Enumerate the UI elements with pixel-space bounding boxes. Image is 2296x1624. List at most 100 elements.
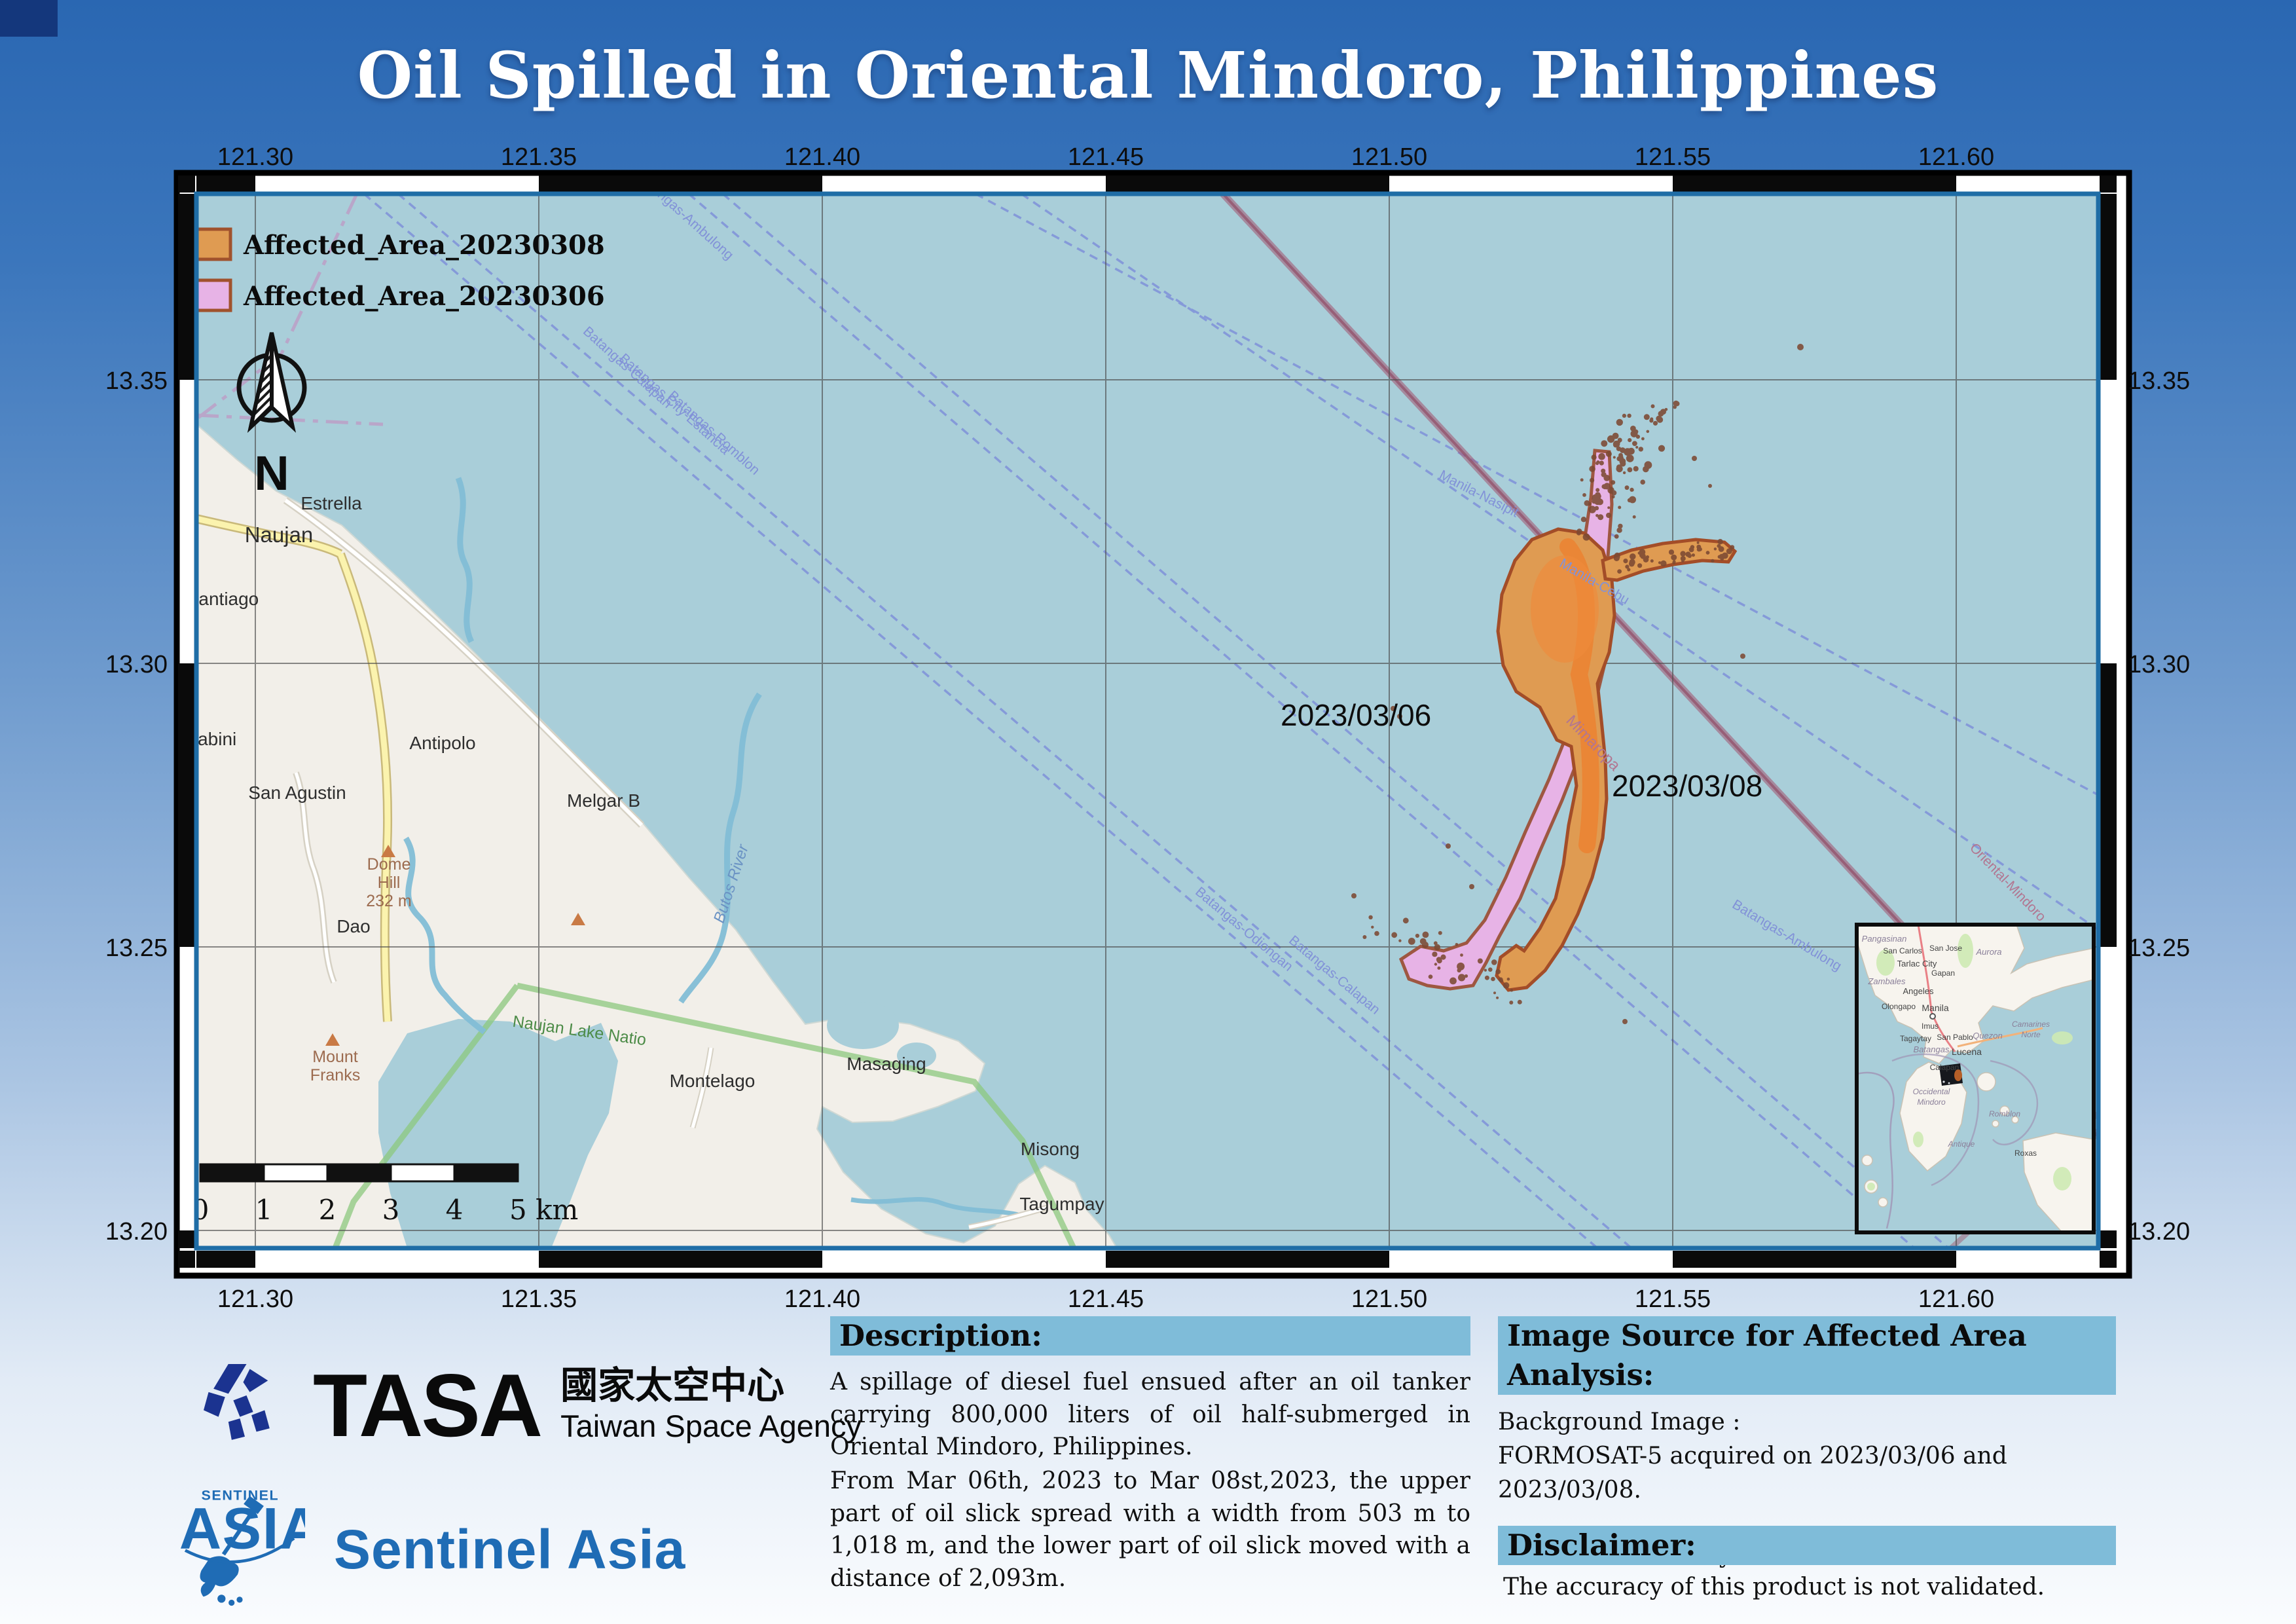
image-source-block: Image Source for Affected Area Analysis:… [1498, 1316, 2116, 1572]
map-label: Quezon [1973, 1031, 2003, 1041]
map-label: Dome [367, 855, 411, 874]
axis-tick-label: 13.35 [105, 367, 168, 395]
manila-marker [1929, 1013, 1936, 1020]
scale-bar: 0 1 2 3 4 5 km [192, 1163, 578, 1226]
map-label: Antique [1948, 1139, 1975, 1149]
map-label: Batangas [1914, 1044, 1950, 1054]
scale-tick: 0 [192, 1194, 210, 1226]
axis-tick-label: 13.30 [2128, 651, 2190, 678]
corner-mark [0, 0, 58, 37]
map-label: San Pablo [1937, 1033, 1973, 1042]
map-label: Imus [1922, 1022, 1939, 1031]
map-label: Roxas [2014, 1149, 2037, 1158]
map-label: Tarlac City [1897, 959, 1937, 969]
page-title: Oil Spilled in Oriental Mindoro, Philipp… [357, 38, 1939, 113]
legend-item: Affected_Area_20230308 [196, 227, 605, 261]
oil-speckles [1351, 344, 1804, 1024]
axis-tick-label: 13.20 [105, 1218, 168, 1246]
map-label: Camarines [2012, 1020, 2050, 1029]
legend-label: Affected_Area_20230306 [243, 281, 605, 312]
image-source-line: Background Image : [1498, 1409, 1741, 1435]
description-paragraph-1: A spillage of diesel fuel ensued after a… [830, 1369, 1470, 1461]
image-source-heading: Image Source for Affected Area Analysis: [1498, 1316, 2116, 1395]
peak-icons [325, 845, 585, 1046]
axis-tick-label: 13.20 [2128, 1218, 2190, 1246]
map-label: Tagumpay [1019, 1194, 1104, 1214]
map-label: Dao [337, 916, 370, 936]
legend-item: Affected_Area_20230306 [196, 278, 605, 312]
legend: Affected_Area_20230308 Affected_Area_2023… [196, 227, 605, 312]
map-label: 2023/03/06 [1281, 698, 1431, 732]
map-label: San Jose [1929, 944, 1962, 953]
map-label: Aurora [1975, 947, 2001, 957]
map-label: Gapan [1931, 969, 1955, 978]
axis-tick-label: 121.30 [217, 143, 293, 171]
pond [897, 1043, 936, 1069]
map-label: Tagaytay [1900, 1034, 1931, 1043]
north-arrow: N [236, 332, 307, 500]
spill-date-labels: 2023/03/06 2023/03/08 [1281, 698, 1762, 803]
map-label: Montelago [670, 1071, 756, 1091]
map-label: Pangasinan [1862, 934, 1907, 944]
graticule [196, 194, 2098, 1248]
naujan-lake [378, 1019, 618, 1248]
map-label: Mount [312, 1048, 358, 1066]
axis-tick-label: 121.60 [1918, 143, 1994, 171]
legend-label: Affected_Area_20230308 [243, 230, 605, 261]
scale-tick: 3 [382, 1194, 400, 1226]
axis-tick-label: 121.55 [1635, 1285, 1711, 1313]
map-label: Lucena [1952, 1046, 1982, 1057]
description-heading: Description: [830, 1316, 1470, 1356]
axis-tick-labels: 121.30 121.30 121.35 121.35 121.40 121.40 121.… [105, 143, 2190, 1313]
disclaimer-heading: Disclaimer: [1498, 1526, 2116, 1565]
description-paragraph-2: From Mar 06th, 2023 to Mar 08st,2023, th… [830, 1467, 1470, 1593]
map-label: Calapan [1930, 1063, 1959, 1072]
axis-tick-label: 13.35 [2128, 367, 2190, 395]
axis-tick-label: 121.40 [784, 1285, 860, 1313]
roads [196, 497, 1049, 1230]
scale-unit: 5 km [509, 1194, 578, 1226]
map-label: Angeles [1903, 986, 1934, 996]
scale-tick: 4 [446, 1194, 464, 1226]
inner-frame-line [194, 191, 2101, 1251]
affected-area-20230308-polygon [1495, 527, 1738, 992]
scale-tick: 2 [319, 1194, 337, 1226]
axis-tick-label: 121.35 [501, 1285, 577, 1313]
map-label: Estrella [301, 493, 362, 513]
axis-tick-label: 121.50 [1351, 143, 1427, 171]
tasa-cjk-name: 國家太空中心 [560, 1364, 785, 1407]
map-label: San Agustin [248, 783, 346, 803]
axis-tick-label: 121.55 [1635, 143, 1711, 171]
map-label: Santiago [187, 589, 259, 609]
map-label: Occidental [1913, 1087, 1950, 1096]
sentinel-asia-icon: SENTINEL ASIA [179, 1488, 305, 1606]
axis-tick-label: 121.40 [784, 143, 860, 171]
axis-tick-label: 121.60 [1918, 1285, 1994, 1313]
map-label: Naujan [245, 523, 314, 547]
map-label: Norte [2021, 1030, 2041, 1039]
map-label: Masaging [847, 1054, 926, 1074]
inset-labels: Pangasinan San Carlos San Jose Aurora Tarlac… [1862, 934, 2050, 1158]
map-label: Romblon [1989, 1109, 2020, 1118]
axis-tick-label: 121.45 [1068, 143, 1144, 171]
tasa-english-name: Taiwan Space Agency [560, 1409, 862, 1444]
map-label: Mabini [183, 729, 236, 749]
map-label: San Carlos [1883, 946, 1922, 955]
axis-tick-label: 121.30 [217, 1285, 293, 1313]
map-label: Franks [310, 1066, 360, 1084]
map-label: 2023/03/08 [1612, 769, 1762, 803]
axis-tick-label: 121.35 [501, 143, 577, 171]
axis-tick-label: 121.45 [1068, 1285, 1144, 1313]
map-label: Melgar B [567, 790, 640, 811]
map-label: Antipolo [409, 733, 475, 753]
image-source-line: FORMOSAT-5 acquired on 2023/03/06 and [1498, 1443, 2007, 1470]
tasa-logo: TASA 國家太空中心 Taiwan Space Agency [194, 1361, 862, 1450]
map-label: Hill [378, 874, 401, 892]
disclaimer-block: Disclaimer: The accuracy of this product… [1498, 1526, 2116, 1604]
description-block: Description: A spillage of diesel fuel e… [830, 1316, 1470, 1595]
axis-tick-label: 13.30 [105, 651, 168, 678]
map-label: Misong [1021, 1139, 1080, 1159]
map-label: Mindoro [1917, 1098, 1946, 1107]
park-boundary [332, 982, 1077, 1248]
